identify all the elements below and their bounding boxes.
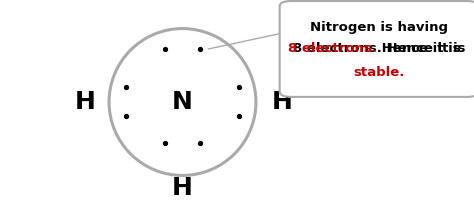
Text: 8 electrons. Hence it is: 8 electrons. Hence it is xyxy=(293,42,465,55)
Text: N: N xyxy=(172,90,193,114)
Text: Hence it is: Hence it is xyxy=(377,42,460,55)
Text: H: H xyxy=(75,90,96,114)
Text: H: H xyxy=(272,90,292,114)
FancyBboxPatch shape xyxy=(280,1,474,97)
Text: 8 electrons.: 8 electrons. xyxy=(288,42,377,55)
Text: H: H xyxy=(172,176,193,200)
Text: Nitrogen is having: Nitrogen is having xyxy=(310,21,448,34)
Text: stable.: stable. xyxy=(354,67,405,79)
